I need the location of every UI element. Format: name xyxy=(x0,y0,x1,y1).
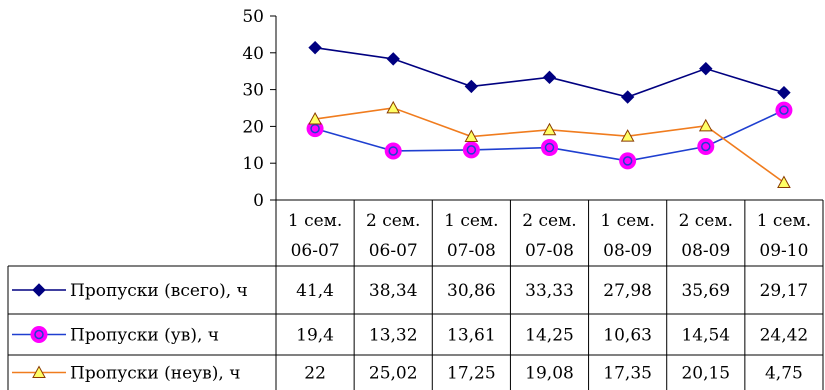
x-tick-label: 1 сем. xyxy=(444,211,498,231)
x-tick-label: 07-08 xyxy=(447,241,496,261)
series-2-point xyxy=(779,105,789,115)
data-label: 38,34 xyxy=(369,281,418,301)
series-1-point xyxy=(308,40,322,55)
legend-key-marker xyxy=(32,283,46,297)
series-3-point xyxy=(777,175,791,189)
data-label: 22 xyxy=(304,364,326,384)
series-3-point xyxy=(542,122,557,136)
data-label: 17,25 xyxy=(447,364,496,384)
series-3-point xyxy=(620,129,635,142)
series-2-point xyxy=(775,101,793,119)
series-3-point xyxy=(464,129,479,143)
x-tick-label: 1 сем. xyxy=(757,211,811,231)
series-2-point xyxy=(384,142,402,160)
x-tick-label: 1 сем. xyxy=(288,211,342,231)
data-label: 13,32 xyxy=(369,326,418,346)
series-2-point xyxy=(701,141,711,152)
series-2-point xyxy=(310,123,320,134)
series-2-point xyxy=(466,145,477,155)
y-tick-label: 30 xyxy=(242,81,264,101)
series-1-point xyxy=(620,90,635,104)
x-tick-label: 06-07 xyxy=(369,241,418,261)
series-2-point xyxy=(462,141,480,159)
data-label: 27,98 xyxy=(603,281,652,301)
series-1-point xyxy=(699,61,713,76)
data-label: 19,08 xyxy=(525,364,574,384)
data-label: 29,17 xyxy=(760,281,809,301)
y-tick-label: 20 xyxy=(242,117,264,137)
series-2-point xyxy=(619,152,637,170)
legend-key-marker xyxy=(30,326,48,343)
legend-key-marker xyxy=(32,365,46,378)
data-label: 19,4 xyxy=(296,326,334,346)
series-2-point xyxy=(388,146,398,156)
data-label: 30,86 xyxy=(447,281,496,301)
series-1-point xyxy=(777,85,791,100)
series-2-point xyxy=(622,156,633,166)
y-tick-label: 50 xyxy=(242,7,264,27)
series-3-point xyxy=(308,111,322,125)
data-label: 20,15 xyxy=(681,364,730,384)
x-tick-label: 2 сем. xyxy=(522,211,576,231)
legend-label: Пропуски (ув), ч xyxy=(70,326,219,346)
x-tick-label: 2 сем. xyxy=(679,211,733,231)
y-tick-label: 0 xyxy=(253,191,264,211)
series-3-point xyxy=(386,100,401,114)
data-label: 17,35 xyxy=(603,364,652,384)
x-tick-label: 08-09 xyxy=(681,241,730,261)
data-label: 4,75 xyxy=(765,364,803,384)
y-tick-label: 10 xyxy=(242,154,264,174)
legend-key-marker xyxy=(34,329,44,340)
data-label: 33,33 xyxy=(525,281,574,301)
data-label: 14,25 xyxy=(525,326,574,346)
x-tick-label: 09-10 xyxy=(759,241,808,261)
data-label: 10,63 xyxy=(603,326,652,346)
series-2-point xyxy=(697,137,715,155)
data-label: 13,61 xyxy=(447,326,496,346)
x-tick-label: 07-08 xyxy=(525,241,574,261)
series-3-point xyxy=(698,118,713,132)
x-tick-label: 06-07 xyxy=(291,241,340,261)
legend-label: Пропуски (неув), ч xyxy=(70,364,240,384)
series-1-point xyxy=(464,79,479,94)
data-label: 14,54 xyxy=(681,326,730,346)
series-1-point xyxy=(542,70,557,85)
x-tick-label: 2 сем. xyxy=(366,211,420,231)
data-label: 35,69 xyxy=(681,281,730,301)
x-tick-label: 08-09 xyxy=(603,241,652,261)
series-2-point xyxy=(541,139,558,157)
y-tick-label: 40 xyxy=(242,44,264,64)
data-label: 41,4 xyxy=(296,281,334,301)
data-label: 25,02 xyxy=(369,364,418,384)
series-2-point xyxy=(544,142,555,153)
data-label: 24,42 xyxy=(760,326,809,346)
legend-label: Пропуски (всего), ч xyxy=(70,281,248,301)
series-1-point xyxy=(386,52,400,66)
x-tick-label: 1 сем. xyxy=(600,211,654,231)
